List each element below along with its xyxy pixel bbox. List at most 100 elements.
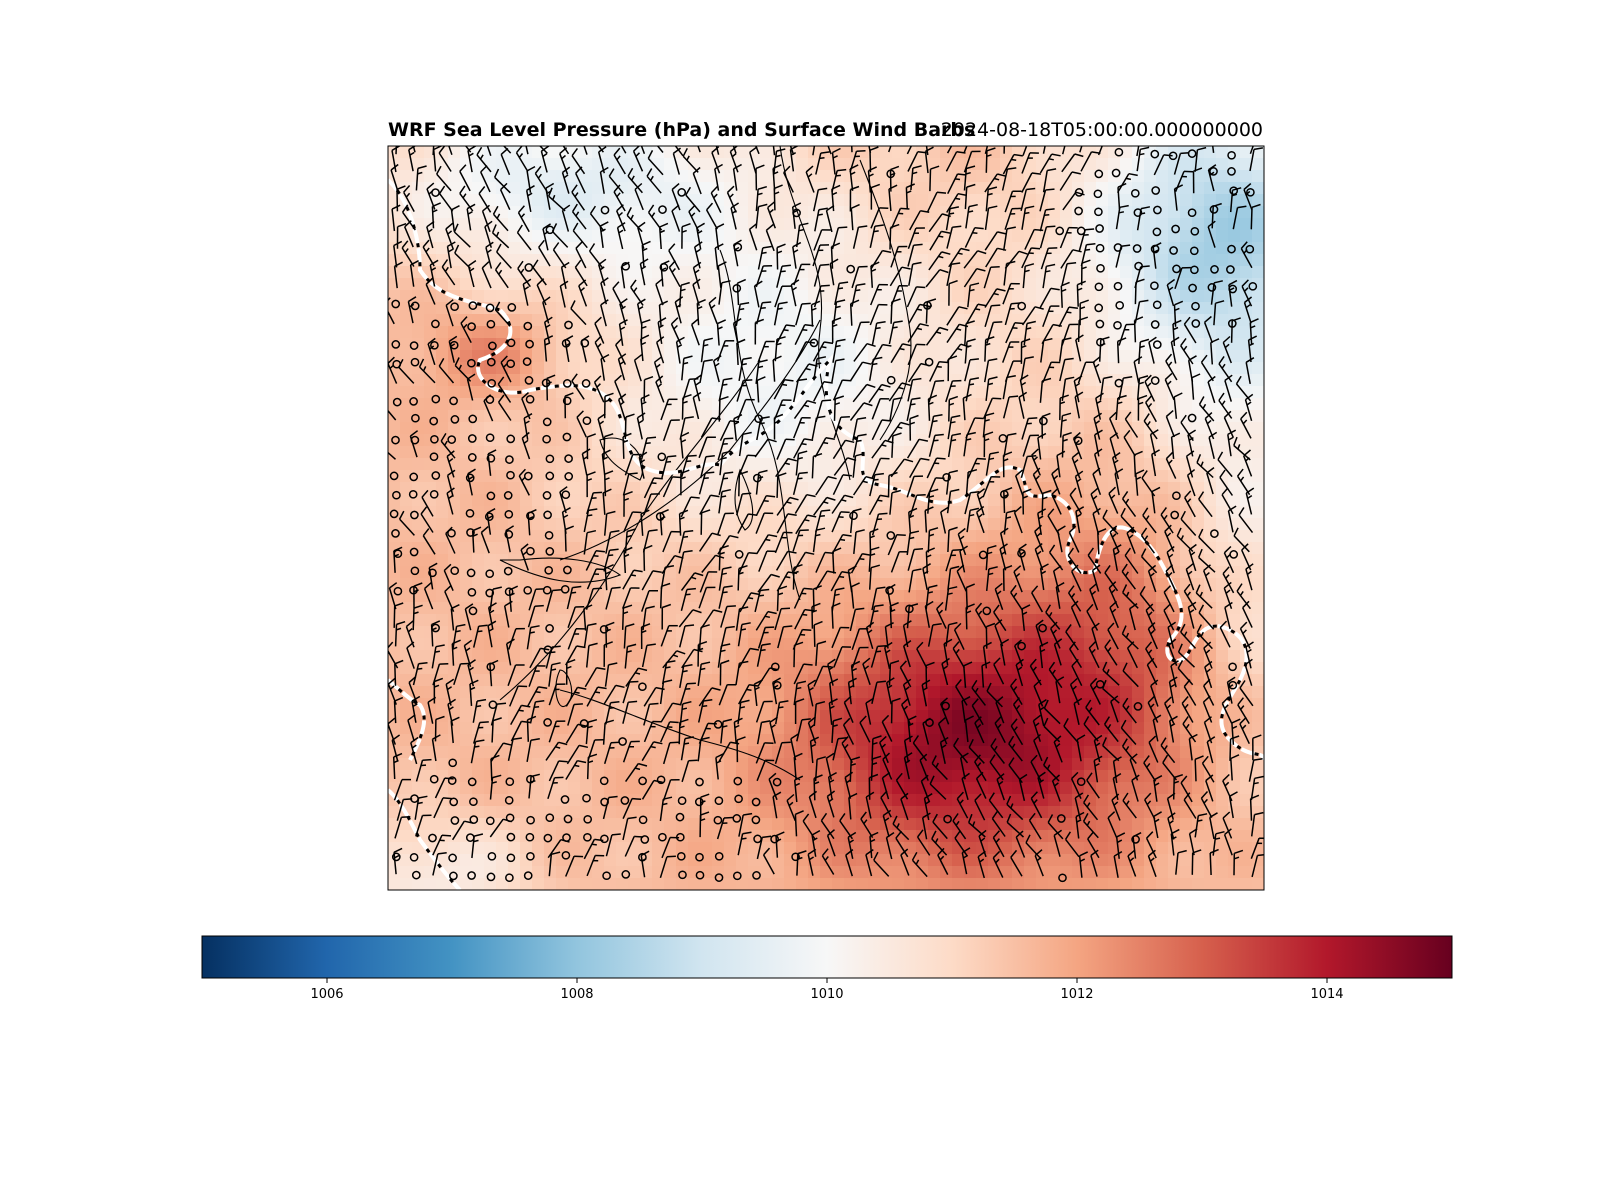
- wind-barb-shaft: [966, 303, 979, 324]
- wind-barb-flag: [862, 361, 872, 365]
- wind-barb-shaft: [993, 664, 1005, 685]
- wind-barb-flag: [1168, 819, 1174, 825]
- calm-wind-marker: [506, 470, 515, 480]
- wind-barb-flag: [722, 566, 732, 570]
- wind-barb-flag: [1244, 296, 1253, 304]
- wind-barb-flag: [950, 488, 960, 493]
- wind-barb-shaft: [681, 649, 695, 669]
- wind-barb-flag: [444, 266, 449, 272]
- wind-barb-flag: [672, 702, 682, 706]
- wind-barb-flag: [968, 210, 974, 213]
- wind-barb-shaft: [1015, 664, 1024, 687]
- wind-barb-flag: [641, 629, 647, 634]
- wind-barb-flag: [916, 829, 924, 838]
- wind-barb-flag: [958, 134, 967, 135]
- wind-barb-flag: [552, 194, 556, 201]
- wind-barb-shaft: [1196, 462, 1214, 479]
- wind-barb-shaft: [1249, 146, 1254, 154]
- wind-barb-shaft: [575, 247, 587, 269]
- wind-barb-flag: [464, 820, 474, 824]
- wind-barb-flag: [448, 494, 454, 500]
- calm-wind-marker: [523, 471, 533, 481]
- wind-barb-flag: [534, 165, 542, 174]
- wind-barb-shaft: [1249, 798, 1253, 821]
- wind-barb-flag: [993, 321, 1003, 324]
- calm-wind-marker: [1076, 777, 1086, 787]
- wind-barb-flag: [652, 570, 662, 574]
- wind-barb-flag: [594, 691, 601, 694]
- wind-barb-shaft: [899, 667, 912, 688]
- wind-barb-shaft: [992, 857, 1004, 878]
- wind-barb-flag: [1250, 794, 1260, 800]
- wind-barb-flag: [481, 261, 490, 269]
- wind-barb-flag: [405, 620, 414, 628]
- wind-barb-flag: [1039, 779, 1045, 784]
- wind-barb-shaft: [570, 308, 587, 326]
- wind-barb-flag: [1153, 249, 1159, 253]
- wind-barb-shaft: [773, 188, 776, 211]
- wind-barb-shaft: [1059, 171, 1073, 191]
- wind-barb-shaft: [393, 701, 397, 724]
- wind-barb-shaft: [1088, 647, 1100, 669]
- wind-barb-flag: [487, 449, 497, 455]
- wind-barb-flag: [706, 202, 714, 211]
- wind-barb-flag: [475, 739, 485, 743]
- wind-barb-shaft: [681, 358, 685, 381]
- wind-barb-shaft: [622, 436, 625, 459]
- wind-barb-flag: [1036, 856, 1042, 862]
- wind-barb-shaft: [882, 815, 890, 837]
- calm-wind-marker: [849, 511, 858, 521]
- wind-barb-flag: [540, 647, 550, 651]
- wind-barb-flag: [790, 279, 800, 286]
- wind-barb-flag: [1139, 375, 1149, 380]
- wind-barb-flag: [1153, 775, 1163, 781]
- wind-barb-shaft: [862, 663, 871, 685]
- wind-barb-flag: [440, 433, 447, 442]
- wind-barb-flag: [604, 470, 614, 475]
- wind-barb-flag: [476, 698, 487, 702]
- wind-barb-shaft: [559, 491, 567, 514]
- wind-barb-flag: [818, 207, 828, 211]
- wind-barb-flag: [702, 704, 708, 708]
- wind-barb-flag: [1170, 660, 1179, 667]
- calm-wind-marker: [1150, 376, 1160, 385]
- colorbar-tick-label: 1006: [310, 987, 344, 1002]
- calm-wind-marker: [431, 188, 440, 197]
- wind-barb-shaft: [1163, 591, 1175, 613]
- wind-barb-shaft: [1039, 288, 1052, 308]
- wind-barb-flag: [608, 168, 615, 177]
- wind-barb-shaft: [1078, 855, 1083, 878]
- wind-barb-shaft: [813, 703, 817, 726]
- wind-barb-flag: [1122, 792, 1129, 802]
- wind-barb-shaft: [678, 551, 685, 574]
- wind-barb-flag: [1209, 171, 1215, 176]
- wind-barb-flag: [1227, 429, 1237, 436]
- wind-barb-flag: [890, 660, 900, 665]
- wind-barb-shaft: [929, 231, 942, 251]
- wind-barb-shaft: [984, 288, 998, 308]
- wind-barb-flag: [557, 128, 562, 135]
- wind-barb-flag: [418, 795, 428, 799]
- wind-barb-shaft: [1213, 303, 1217, 326]
- wind-barb-shaft: [643, 704, 651, 726]
- wind-barb-shaft: [936, 608, 947, 629]
- calm-wind-marker: [1130, 188, 1140, 198]
- wind-barb-shaft: [1184, 497, 1196, 518]
- wind-barb-shaft: [1136, 378, 1141, 401]
- wind-barb-flag: [951, 439, 957, 442]
- wind-barb-shaft: [1168, 681, 1175, 704]
- wind-barb-flag: [813, 620, 823, 626]
- wind-barb-flag: [748, 683, 759, 687]
- wind-barb-flag: [909, 603, 919, 608]
- wind-barb-flag: [813, 452, 823, 458]
- wind-barb-flag: [1184, 703, 1189, 709]
- wind-barb-flag: [1153, 811, 1162, 818]
- wind-barb-flag: [619, 401, 625, 406]
- wind-barb-flag: [404, 220, 412, 228]
- wind-barb-flag: [1217, 451, 1224, 461]
- wind-barb-shaft: [909, 210, 921, 231]
- wind-barb-flag: [612, 281, 620, 290]
- colorbar-gradient: [201, 935, 1453, 979]
- wind-barb-flag: [901, 382, 911, 387]
- wind-barb-flag: [445, 526, 453, 535]
